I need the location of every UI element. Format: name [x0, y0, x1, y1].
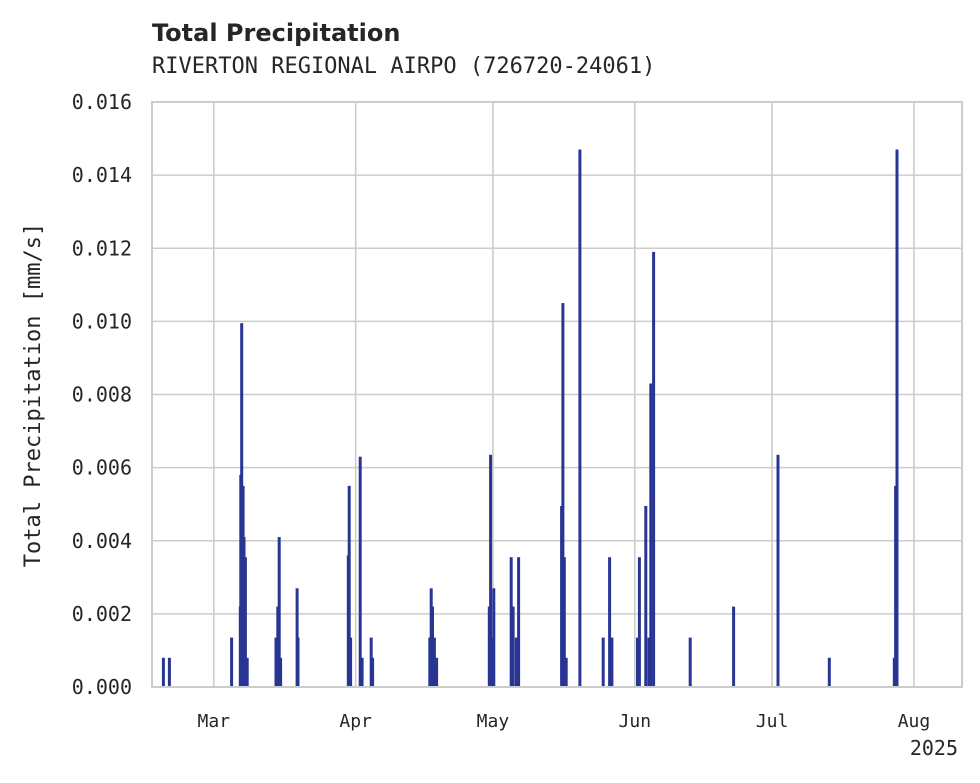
x-tick-label: Mar: [198, 711, 231, 732]
precip-bar: [578, 149, 582, 687]
chart-title: Total Precipitation: [152, 19, 400, 47]
precip-bar: [243, 557, 247, 687]
precip-bar: [732, 606, 736, 687]
x-axis-ticks: Mar Apr May Jun Jul Aug: [198, 711, 931, 732]
y-tick-label: 0.014: [72, 163, 132, 187]
precip-bar: [161, 657, 165, 688]
y-tick-label: 0.002: [72, 602, 132, 626]
precip-bar: [492, 588, 496, 687]
precip-bar: [637, 557, 641, 687]
precip-bar: [564, 657, 568, 688]
y-tick-label: 0.004: [72, 529, 132, 553]
precip-bar: [435, 657, 439, 688]
x-tick-label: Jun: [619, 711, 652, 732]
precip-bar: [277, 537, 281, 687]
x-tick-label: May: [477, 711, 510, 732]
precip-bar: [230, 637, 234, 687]
precip-bar: [509, 557, 513, 687]
x-tick-label: Apr: [339, 711, 372, 732]
precip-bar: [432, 637, 436, 687]
precip-bar: [688, 637, 692, 687]
precip-bar: [349, 637, 353, 687]
precip-bar: [274, 637, 278, 687]
precip-bar: [347, 485, 351, 687]
gridlines: [152, 101, 962, 688]
x-tick-label: Jul: [756, 711, 789, 732]
x-tick-label: Aug: [898, 711, 931, 732]
precip-bar: [644, 506, 648, 687]
precip-bar: [489, 454, 493, 687]
y-tick-label: 0.016: [72, 90, 132, 114]
precip-bar: [431, 606, 434, 687]
precip-bar: [776, 454, 780, 687]
precip-bar: [827, 657, 831, 688]
y-axis-ticks: 0.000 0.002 0.004 0.006 0.008 0.010 0.012 0.014…: [72, 90, 132, 699]
precipitation-bars: [161, 149, 899, 688]
y-tick-label: 0.006: [72, 456, 132, 480]
y-tick-label: 0.012: [72, 236, 132, 260]
precip-bar: [649, 383, 653, 687]
precip-bar: [296, 637, 300, 687]
x-year-label: 2025: [910, 736, 958, 760]
y-tick-label: 0.000: [72, 675, 132, 699]
chart-subtitle: RIVERTON REGIONAL AIRPO (726720-24061): [152, 54, 655, 79]
y-tick-label: 0.008: [72, 383, 132, 407]
precip-bar: [167, 657, 171, 688]
precip-bar: [610, 637, 614, 687]
precip-bar: [561, 303, 565, 687]
precip-bar: [608, 557, 612, 687]
precip-bar: [514, 637, 518, 687]
precip-bar: [360, 657, 364, 688]
y-axis-label: Total Precipitation [mm/s]: [21, 223, 46, 567]
precip-bar: [647, 637, 651, 687]
y-tick-label: 0.010: [72, 309, 132, 333]
precip-bar: [279, 657, 283, 688]
precip-bar: [601, 637, 605, 687]
precip-bar: [895, 149, 899, 687]
precip-bar: [245, 657, 249, 688]
precip-bar: [511, 606, 515, 687]
precip-bar: [636, 637, 639, 687]
precip-bar: [562, 557, 566, 687]
precip-bar: [517, 557, 521, 687]
plot-frame: [151, 101, 963, 688]
precip-bar: [652, 251, 656, 687]
precip-bar: [371, 657, 375, 688]
precip-bar: [358, 456, 362, 687]
